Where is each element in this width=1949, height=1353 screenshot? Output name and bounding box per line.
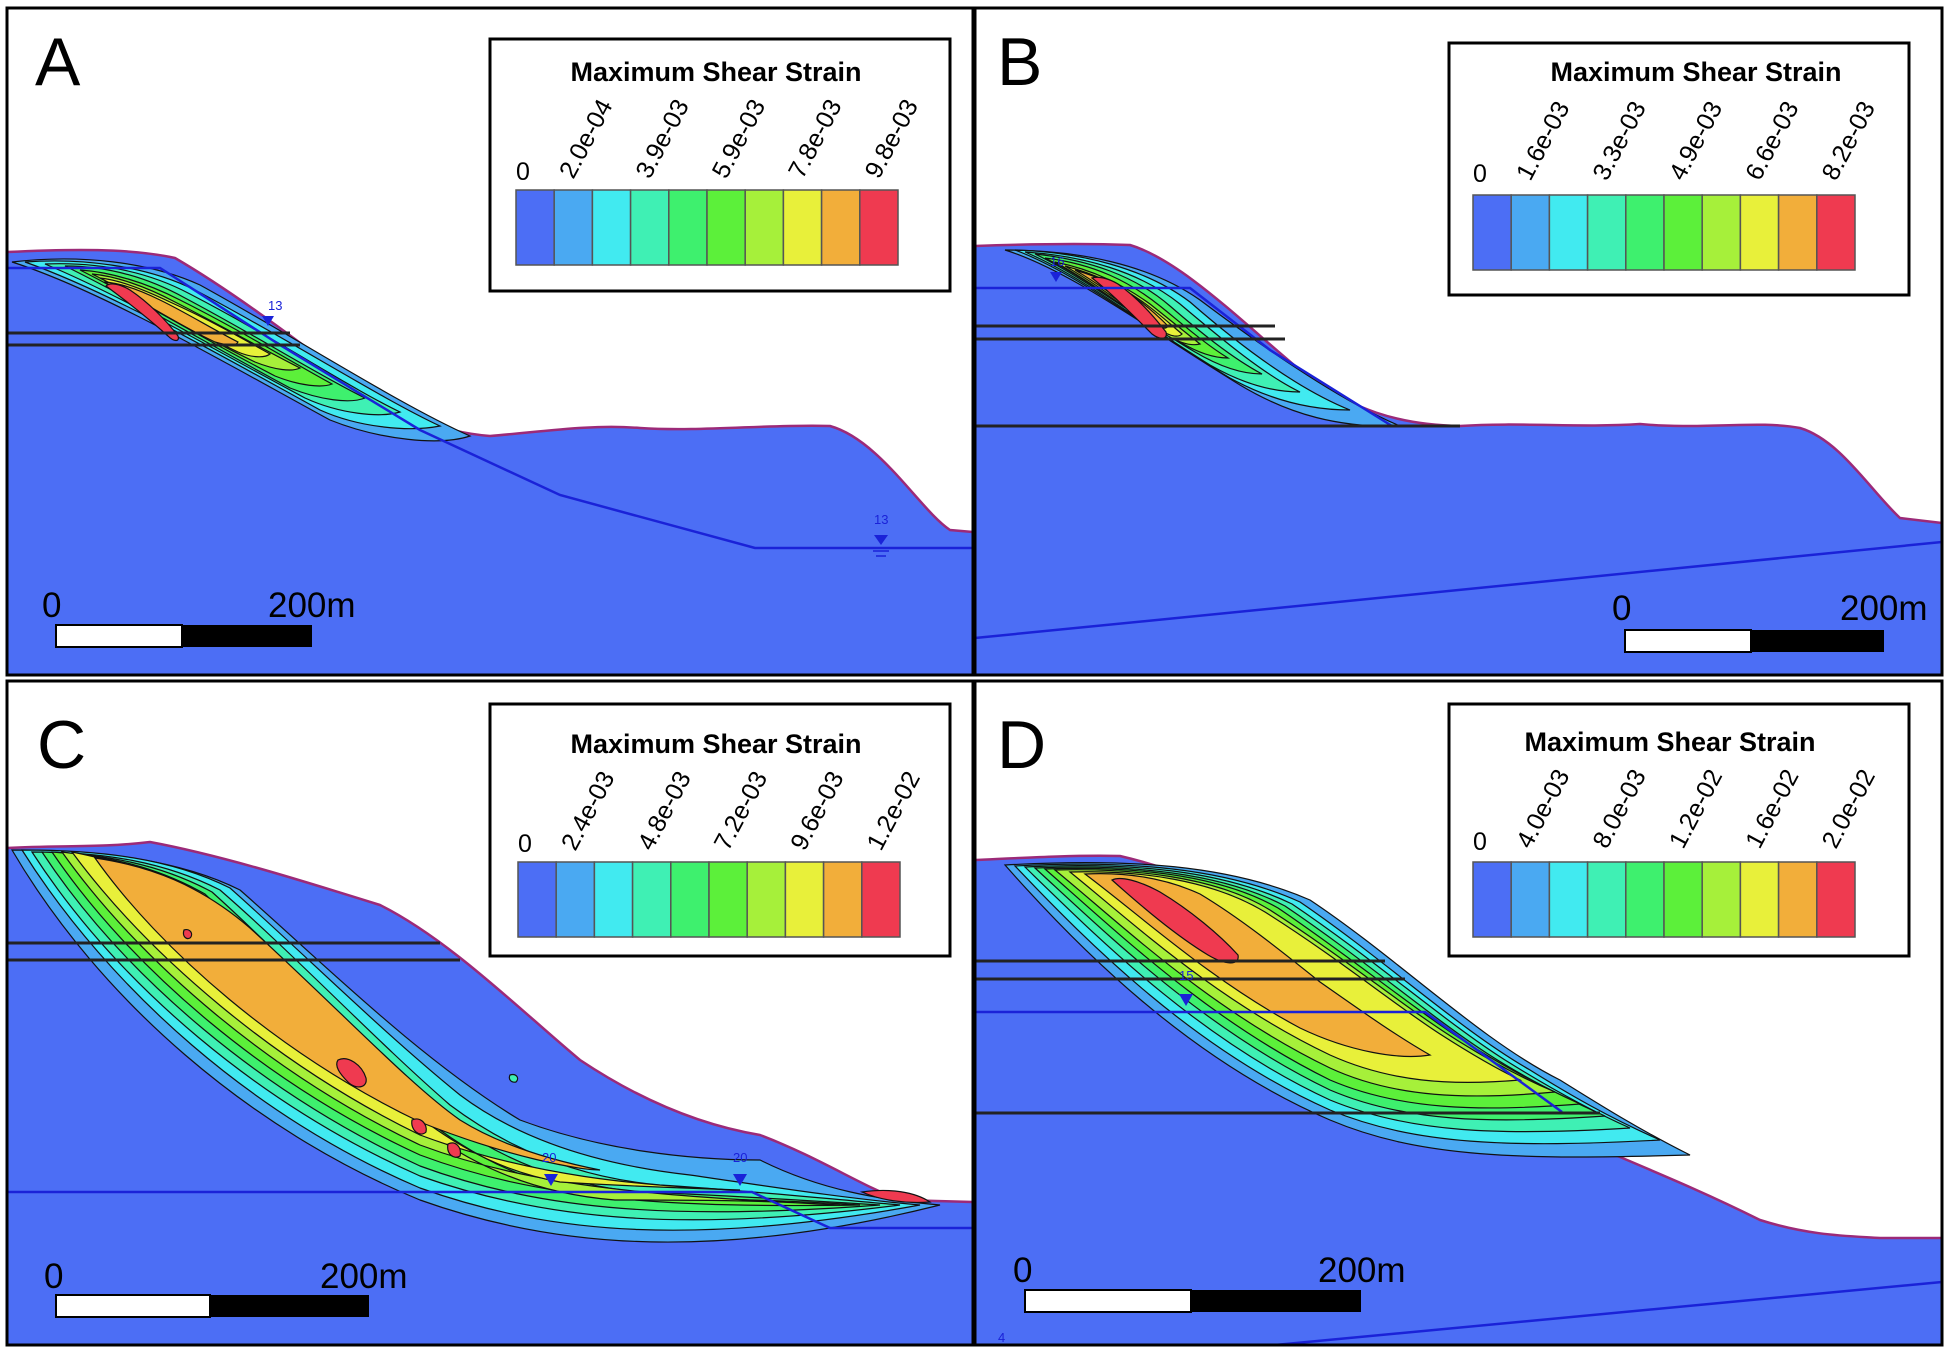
svg-text:4: 4	[998, 1330, 1005, 1345]
panel-c-legend: Maximum Shear Strain 0 2.4e-03 4.8e-03 7.2e…	[488, 702, 952, 958]
legend-color-cell	[1777, 194, 1818, 271]
legend-color-cell	[784, 861, 825, 938]
panel-letter-d: D	[997, 707, 1046, 783]
panel-letter-a: A	[35, 24, 81, 100]
scale-start-label: 0	[44, 1257, 63, 1296]
legend-color-cell	[631, 861, 672, 938]
legend-color-cell	[859, 189, 899, 266]
scale-end-label: 200m	[1840, 589, 1928, 628]
panel-letter-b: B	[997, 24, 1042, 100]
legend-color-cell	[1586, 861, 1627, 938]
legend-color-cell	[1663, 861, 1703, 938]
legend-color-cell	[1816, 194, 1856, 271]
panel-a-water-marker-2	[874, 535, 888, 545]
legend-color-cell	[1701, 194, 1742, 271]
legend-color-cell	[1510, 861, 1551, 938]
scale-start-label: 0	[1013, 1251, 1032, 1290]
legend-color-cell	[1625, 194, 1665, 271]
svg-text:20: 20	[733, 1150, 747, 1165]
panel-borders	[5, 6, 1944, 1347]
panel-b-legend: Maximum Shear Strain 0 1.6e-03 3.3e-03 4.9e…	[1447, 41, 1911, 297]
panel-a-water-table	[7, 266, 973, 550]
legend-title: Maximum Shear Strain	[1550, 57, 1841, 87]
panel-a-water-marker-1	[262, 316, 274, 326]
legend-color-cell	[744, 189, 785, 266]
scale-end-label: 200m	[268, 586, 356, 625]
legend-color-cell	[782, 189, 823, 266]
legend-color-cell	[1816, 861, 1856, 938]
scale-start-label: 0	[42, 586, 61, 625]
svg-text:20: 20	[542, 1150, 556, 1165]
legend-color-cell	[746, 861, 787, 938]
legend-color-cell	[593, 861, 634, 938]
panel-b-scale-bar: 0 200m	[1612, 589, 1928, 653]
scale-start-label: 0	[1612, 589, 1631, 628]
legend-color-cell	[1472, 194, 1512, 271]
legend-color-cell	[1510, 194, 1551, 271]
legend-color-cell	[1548, 194, 1589, 271]
panel-d-scale-bar: 0 200m	[1013, 1251, 1406, 1313]
legend-color-cell	[1663, 194, 1703, 271]
panel-d-shear-band	[1003, 861, 1691, 1158]
scale-end-label: 200m	[1318, 1251, 1406, 1290]
panel-d: 15 4 D Maximum Shear Strain 0 4.0e-03 8.0e…	[975, 681, 1942, 1345]
legend-tick-label: 0	[518, 830, 532, 858]
legend-color-cell	[1625, 861, 1665, 938]
panel-d-water-table	[975, 1010, 1563, 1114]
panel-c: 20 20 C Maximum Shear Strain 0 2.4e-03 4.8…	[7, 681, 973, 1345]
legend-tick-label: 0	[1473, 160, 1487, 188]
panel-a-legend: Maximum Shear Strain 0 2.0e-04 3.9e-03 5.9e…	[488, 37, 952, 293]
panel-a-scale-bar: 0 200m	[42, 586, 356, 648]
legend-color-cell	[553, 189, 594, 266]
legend-title: Maximum Shear Strain	[1524, 727, 1815, 757]
legend-color-cell	[670, 861, 710, 938]
legend-color-cell	[515, 189, 555, 266]
legend-color-cell	[1701, 861, 1742, 938]
scale-end-label: 200m	[320, 1257, 408, 1296]
svg-text:13: 13	[268, 298, 282, 313]
legend-color-cell	[1548, 861, 1589, 938]
legend-color-cell	[708, 861, 748, 938]
legend-color-cell	[591, 189, 632, 266]
legend-color-cell	[861, 861, 901, 938]
legend-color-cell	[1777, 861, 1818, 938]
svg-text:15: 15	[1179, 968, 1193, 983]
panel-b-water-table	[975, 286, 1393, 428]
legend-color-cell	[822, 861, 863, 938]
legend-color-cell	[706, 189, 746, 266]
panel-c-water-marker-1	[544, 1174, 558, 1186]
svg-text:13: 13	[874, 512, 888, 527]
legend-color-cell	[517, 861, 557, 938]
legend-title: Maximum Shear Strain	[570, 729, 861, 759]
panel-a: 13 13 A Maximum Shear Strain 0 2.0e-04 3.9…	[7, 8, 973, 675]
legend-color-cell	[1739, 194, 1780, 271]
legend-color-cell	[1586, 194, 1627, 271]
legend-color-cell	[820, 189, 861, 266]
legend-tick-label: 0	[516, 158, 530, 186]
legend-tick-label: 0	[1473, 828, 1487, 856]
legend-color-cell	[1472, 861, 1512, 938]
panel-d-legend: Maximum Shear Strain 0 4.0e-03 8.0e-03 1.2e…	[1447, 702, 1911, 958]
legend-color-cell	[629, 189, 670, 266]
panel-b: 16 B Maximum Shear Strain 0 1.6e-03 3.3e-0…	[975, 8, 1942, 675]
legend-color-cell	[555, 861, 596, 938]
panel-a-shear-band	[11, 258, 472, 442]
legend-color-cell	[1739, 861, 1780, 938]
panel-b-water-marker	[1050, 272, 1062, 282]
legend-title: Maximum Shear Strain	[570, 57, 861, 87]
svg-text:16: 16	[1050, 254, 1064, 269]
panel-c-scale-bar: 0 200m	[44, 1257, 408, 1318]
panel-c-water-table	[7, 1190, 973, 1230]
panel-c-water-marker-2	[733, 1174, 747, 1186]
panel-d-water-marker	[1179, 994, 1193, 1006]
panel-letter-c: C	[37, 707, 86, 783]
legend-color-cell	[668, 189, 708, 266]
